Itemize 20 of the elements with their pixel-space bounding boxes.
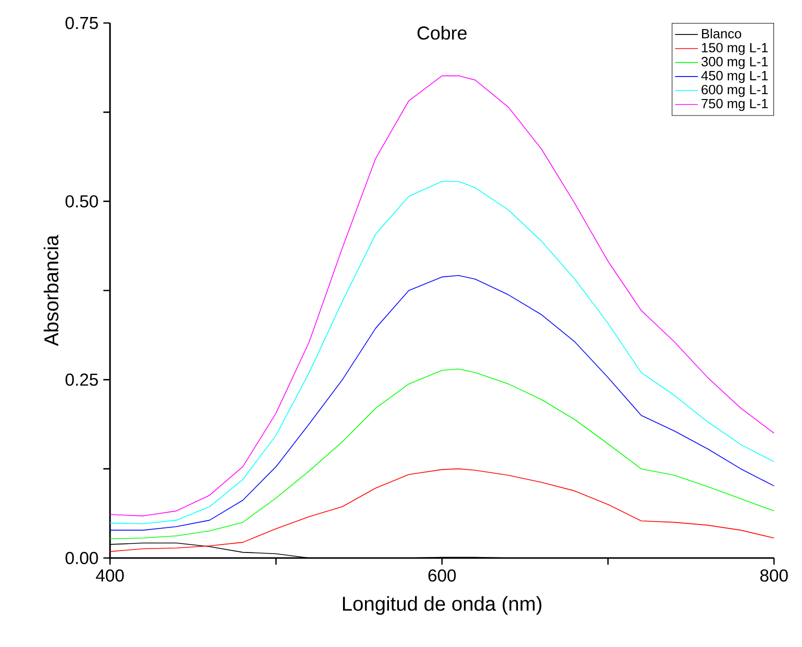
legend-label: 300 mg L-1	[701, 56, 768, 69]
y-axis-title: Absorbancia	[44, 234, 58, 346]
x-axis-title: Longitud de onda (nm)	[343, 596, 542, 615]
y-tick-label: 0.00	[66, 552, 98, 564]
legend-label: 450 mg L-1	[701, 70, 768, 83]
legend-label: 600 mg L-1	[702, 84, 768, 97]
x-tick-label: 800	[760, 569, 788, 582]
legend-label: 150 mg L-1	[702, 42, 768, 56]
y-tick-label: 0.25	[66, 374, 98, 386]
line-series	[110, 468, 774, 552]
legend-label: Blanco	[702, 28, 742, 38]
x-tick-label: 600	[428, 569, 456, 582]
line-series	[110, 275, 774, 531]
y-tick-label: 0.50	[66, 195, 98, 208]
legend-label: 750 mg L-1	[702, 98, 768, 111]
y-tick-label: 0.75	[66, 16, 98, 30]
line-series	[110, 180, 774, 524]
line-series	[110, 368, 774, 540]
x-tick-label: 400	[96, 569, 124, 582]
chart-title: Cobre	[418, 26, 467, 40]
